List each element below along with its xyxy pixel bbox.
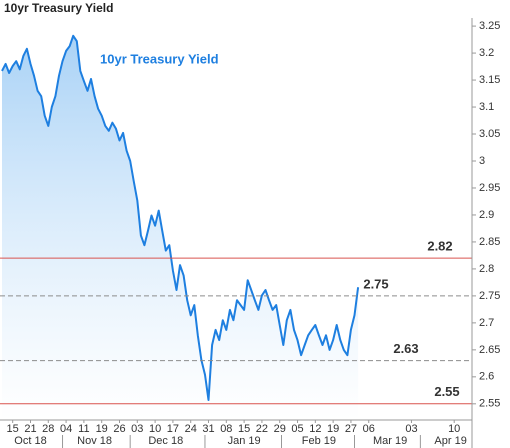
x-tick-label: 03 <box>405 423 417 435</box>
y-tick-label: 3.25 <box>479 20 500 32</box>
x-tick-label: 31 <box>202 423 214 435</box>
y-tick-label: 3.05 <box>479 128 500 140</box>
x-tick-label: 19 <box>327 423 339 435</box>
x-tick-label: 27 <box>345 423 357 435</box>
y-tick-label: 2.9 <box>479 209 494 221</box>
chart-title: 10yr Treasury Yield <box>4 1 113 15</box>
y-tick-label: 2.55 <box>479 398 500 410</box>
y-tick-label: 2.7 <box>479 317 494 329</box>
month-label: Oct 18 <box>14 435 46 447</box>
x-tick-label: 29 <box>274 423 286 435</box>
x-tick-label: 28 <box>42 423 54 435</box>
x-tick-label: 12 <box>309 423 321 435</box>
x-tick-label: 26 <box>113 423 125 435</box>
x-tick-label: 24 <box>185 423 197 435</box>
y-tick-label: 3.2 <box>479 47 494 59</box>
x-tick-label: 03 <box>131 423 143 435</box>
reference-label: 2.82 <box>427 239 452 254</box>
reference-label: 2.55 <box>434 384 459 399</box>
x-tick-label: 17 <box>167 423 179 435</box>
x-tick-label: 08 <box>220 423 232 435</box>
y-tick-label: 3.1 <box>479 101 494 113</box>
x-tick-label: 22 <box>256 423 268 435</box>
reference-label: 2.75 <box>363 276 388 291</box>
y-tick-label: 2.75 <box>479 290 500 302</box>
month-label: Nov 18 <box>77 435 112 447</box>
x-tick-label: 15 <box>238 423 250 435</box>
x-tick-label: 10 <box>448 423 460 435</box>
y-tick-label: 2.95 <box>479 182 500 194</box>
line <box>1 34 360 401</box>
x-tick-label: 21 <box>24 423 36 435</box>
x-tick-label: 04 <box>60 423 72 435</box>
month-label: Apr 19 <box>434 435 466 447</box>
x-tick-label: 19 <box>96 423 108 435</box>
month-label: Feb 19 <box>302 435 336 447</box>
annotation: 10yr Treasury Yield <box>100 51 219 66</box>
month-label: Mar 19 <box>373 435 407 447</box>
y-tick-label: 2.85 <box>479 236 500 248</box>
area <box>2 35 359 421</box>
y-tick-label: 3.15 <box>479 74 500 86</box>
month-label: Jan 19 <box>228 435 261 447</box>
reference-label: 2.63 <box>393 341 418 356</box>
x-tick-label: 06 <box>363 423 375 435</box>
x-tick-label: 11 <box>78 423 89 435</box>
y-tick-label: 2.8 <box>479 263 494 275</box>
y-tick-label: 3 <box>479 155 485 167</box>
month-label: Dec 18 <box>148 435 183 447</box>
x-tick-label: 05 <box>291 423 303 435</box>
x-tick-label: 10 <box>149 423 161 435</box>
y-tick-label: 2.65 <box>479 344 500 356</box>
x-tick-label: 15 <box>7 423 19 435</box>
y-tick-label: 2.6 <box>479 371 494 383</box>
